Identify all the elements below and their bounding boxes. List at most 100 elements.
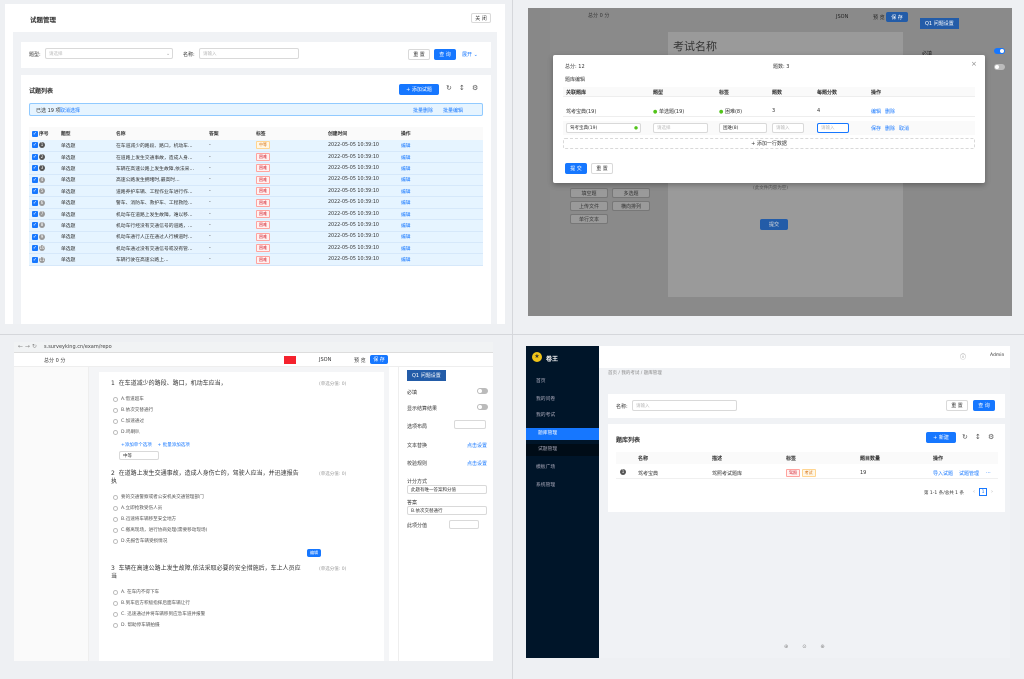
question-text[interactable]: 1 在车道减少的路段、路口，机动车应当， <box>111 380 301 388</box>
more-icon[interactable]: ··· <box>986 470 991 476</box>
close-button[interactable]: 关 闭 <box>471 13 491 23</box>
reload-icon[interactable]: ↻ <box>446 84 452 92</box>
url-bar[interactable]: s.surveyking.cn/exam/repo <box>44 344 112 350</box>
delete-link[interactable]: 删除 <box>885 109 896 115</box>
question-text[interactable]: 2 在道路上发生交通事故，造成人身伤亡的，驾驶人应当，并迅速报告执 <box>111 470 301 486</box>
table-row[interactable]: ✓ 11 单选题 车辆行驶在高速公路上... - 困难 2022-05-05 1… <box>29 253 483 266</box>
edit-link[interactable]: 编辑 <box>401 151 483 164</box>
edit-button[interactable]: 编辑 <box>307 549 321 557</box>
option-item[interactable]: C.撤离现场，进行协商处理(需要移动现场) <box>113 525 313 536</box>
edit-link[interactable]: 编辑 <box>401 242 483 255</box>
setting-icon[interactable]: ⚙ <box>472 84 479 92</box>
edit-link[interactable]: 编辑 <box>401 174 483 187</box>
batch-edit-link[interactable]: 批量编辑 <box>443 108 464 114</box>
type-select[interactable]: 请选择 <box>45 48 173 59</box>
chevron-right-icon[interactable]: › <box>991 489 993 495</box>
back-icon[interactable]: ← → ↻ <box>18 343 37 350</box>
add-option-link[interactable]: +添加单个选项 <box>121 443 152 448</box>
table-row[interactable]: ✓ 4 单选题 高速公路发生拥堵时,最高时... - 困难 2022-05-05… <box>29 174 483 187</box>
question-text[interactable]: 3 车辆在高速公路上发生故障,依法采取必要的安全措施后，车上人员应当 <box>111 565 301 581</box>
edit-link[interactable]: 编辑 <box>401 196 483 209</box>
required-switch[interactable] <box>477 388 488 394</box>
option-item[interactable]: A.借道超车 <box>113 394 313 405</box>
setting-icon[interactable]: ⚙ <box>988 433 995 441</box>
row-checkbox[interactable]: ✓ <box>32 256 38 263</box>
radio-icon[interactable] <box>113 407 118 413</box>
reset-button[interactable]: 重 置 <box>408 49 430 60</box>
answer-select[interactable]: B.依次交替通行 <box>407 506 487 515</box>
sidebar-item[interactable]: 试题管理 <box>526 444 599 456</box>
cancel-select-link[interactable]: 取消选择 <box>60 108 81 114</box>
score-input[interactable] <box>449 520 479 529</box>
save-link[interactable]: 保存 <box>871 126 882 132</box>
radio-icon[interactable] <box>113 516 118 522</box>
score-input[interactable]: 请输入 <box>817 123 849 133</box>
edit-link[interactable]: 编辑 <box>401 253 483 266</box>
replace-text-link[interactable]: 点击设置 <box>467 443 488 449</box>
reset-button[interactable]: 重 置 <box>946 400 968 411</box>
select-all-checkbox[interactable]: ✓ <box>32 130 38 137</box>
import-link[interactable]: 导入试题 <box>933 471 954 477</box>
radio-icon[interactable] <box>113 418 118 424</box>
table-row[interactable]: ✓ 9 单选题 机动车通行人正在通过人行横道时... - 困难 2022-05-… <box>29 231 483 244</box>
table-row[interactable]: ✓ 10 单选题 机动车通过没有交通信号或没有管... - 困难 2022-05… <box>29 242 483 255</box>
sidebar-item[interactable]: 首页 <box>536 379 546 384</box>
name-input[interactable]: 请输入 <box>199 48 299 59</box>
radio-icon[interactable] <box>113 589 118 595</box>
batch-delete-link[interactable]: 批量删除 <box>413 108 434 114</box>
row-checkbox[interactable]: ✓ <box>32 245 38 252</box>
table-row[interactable]: ✓ 1 单选题 在车道减少的路段、路口，机动车... - 中等 2022-05-… <box>29 140 483 152</box>
radio-icon[interactable] <box>113 538 118 544</box>
name-input[interactable]: 请输入 <box>632 400 737 411</box>
option-item[interactable]: D.鸣喇叭 <box>113 427 313 438</box>
bank-select[interactable]: 驾考宝典(19) ● <box>566 123 641 133</box>
radio-icon[interactable] <box>113 622 118 628</box>
radio-icon[interactable] <box>113 600 118 606</box>
calc-select[interactable]: 此题有唯一答案和分值 <box>407 485 487 494</box>
result-switch[interactable] <box>994 64 1005 70</box>
radio-icon[interactable] <box>113 611 118 617</box>
new-button[interactable]: + 新建 <box>926 432 956 443</box>
option-item[interactable]: B.依次交替通行 <box>113 405 313 416</box>
edit-link[interactable]: 编辑 <box>401 231 483 244</box>
edit-link[interactable]: 编辑 <box>871 109 882 115</box>
close-icon[interactable]: × <box>971 60 977 68</box>
table-row[interactable]: ✓ 6 单选题 警车、消防车、救护车、工程救险... - 困难 2022-05-… <box>29 196 483 209</box>
row-checkbox[interactable]: ✓ <box>32 233 38 240</box>
save-button[interactable]: 保 存 <box>370 355 388 364</box>
option-item[interactable]: B.到车后方积极指挥后面车辆让行 <box>113 598 313 609</box>
option-item[interactable]: C.加速通过 <box>113 416 313 427</box>
radio-icon[interactable] <box>113 505 118 511</box>
user-name[interactable]: Admin <box>990 353 1005 358</box>
option-item[interactable]: D.先报告车辆受损情况 <box>113 536 313 547</box>
table-row[interactable]: ✓ 3 单选题 车辆在高速公路上发生故障,依法采... - 困难 2022-05… <box>29 162 483 175</box>
submit-button[interactable]: 提 交 <box>565 163 587 174</box>
edit-link[interactable]: 编辑 <box>401 208 483 221</box>
row-checkbox[interactable]: ✓ <box>32 188 38 195</box>
expand-link[interactable]: 展开 ⌄ <box>462 52 478 58</box>
save-button[interactable]: 保 存 <box>886 12 908 22</box>
show-result-switch[interactable] <box>477 404 488 410</box>
row-checkbox[interactable]: ✓ <box>32 176 38 183</box>
radio-icon[interactable] <box>113 494 118 500</box>
radio-icon[interactable] <box>113 527 118 533</box>
row-checkbox[interactable]: ✓ <box>32 142 38 149</box>
table-row[interactable]: ✓ 8 单选题 机动车行经没有交通信号的道路，... - 困难 2022-05-… <box>29 219 483 232</box>
sidebar-item[interactable]: 我的问卷 <box>536 397 556 402</box>
preview-button[interactable]: 预 览 <box>873 15 885 21</box>
type-select[interactable]: 请选择 <box>653 123 708 133</box>
option-item[interactable]: D. 帮助停车辆拍摄 <box>113 620 313 631</box>
batch-add-link[interactable]: + 批量添加选项 <box>157 443 190 448</box>
table-row[interactable]: ✓ 5 单选题 道路养护车辆、工程作业车进行作... - 困难 2022-05-… <box>29 185 483 198</box>
help-icon[interactable]: ⓘ <box>960 354 967 361</box>
edit-link[interactable]: 编辑 <box>401 219 483 232</box>
option-item[interactable]: C. 迅速通过并将车辆移到应急车道并报警 <box>113 609 313 620</box>
chevron-left-icon[interactable]: ‹ <box>973 489 975 495</box>
preview-button[interactable]: 预 览 <box>354 358 366 364</box>
search-button[interactable]: 查 询 <box>434 49 456 60</box>
edit-link[interactable]: 编辑 <box>401 162 483 175</box>
sidebar-item[interactable]: 我的考试 <box>536 413 556 418</box>
add-question-button[interactable]: + 添加试题 <box>399 84 439 95</box>
layout-input[interactable] <box>454 420 486 429</box>
cancel-link[interactable]: 取消 <box>899 126 910 132</box>
